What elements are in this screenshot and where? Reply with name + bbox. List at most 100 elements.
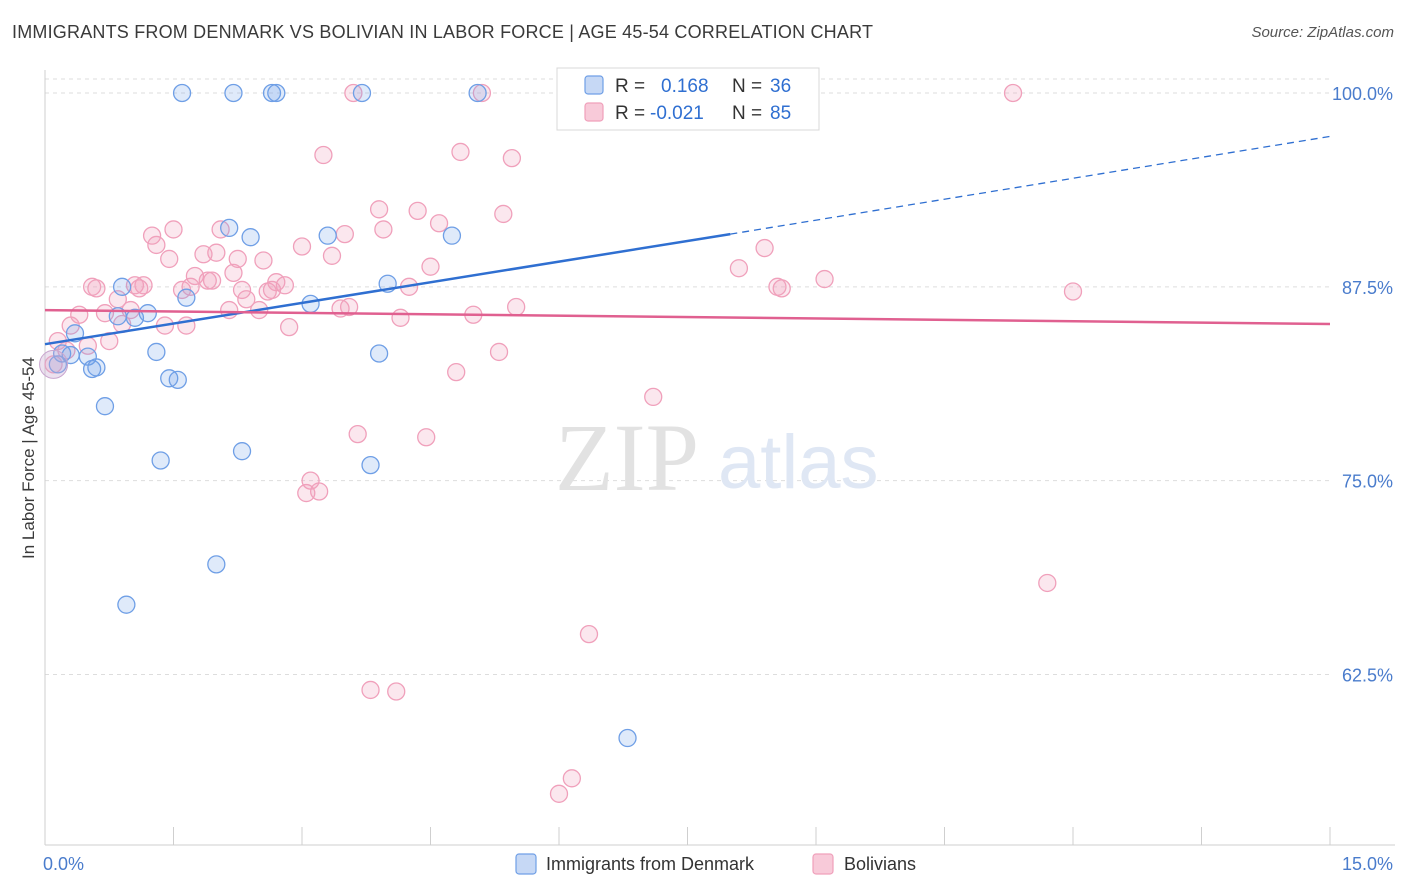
legend-swatch-pink	[584, 102, 604, 122]
series-legend-swatch-denmark	[515, 853, 537, 875]
legend-n-value: 85	[770, 103, 791, 124]
point-bolivians	[579, 624, 599, 644]
point-bolivians	[279, 317, 299, 337]
legend-n-label: N =	[732, 103, 762, 124]
legend-r-value: 0.168	[661, 76, 709, 97]
y-tick-label: 75.0%	[1342, 472, 1393, 492]
point-bolivians	[494, 204, 513, 224]
point-bolivians	[207, 243, 226, 262]
point-bolivians	[408, 201, 427, 220]
legend-n-value: 36	[770, 76, 791, 97]
point-denmark	[147, 342, 166, 362]
point-bolivians	[507, 297, 526, 317]
point-bolivians	[549, 784, 569, 803]
point-bolivians	[1038, 573, 1057, 593]
watermark-zip: ZIP	[555, 404, 699, 511]
legend-r-value: -0.021	[650, 103, 704, 124]
point-bolivians	[374, 220, 393, 239]
point-bolivians	[387, 682, 406, 701]
point-denmark	[151, 451, 170, 470]
watermark: ZIP atlas	[555, 404, 879, 511]
trend-lines	[44, 135, 1331, 346]
point-bolivians	[447, 362, 466, 382]
point-bolivians	[361, 680, 380, 700]
point-denmark	[117, 595, 136, 614]
point-bolivians	[1063, 282, 1083, 301]
point-bolivians	[322, 246, 342, 265]
point-denmark	[618, 728, 637, 748]
point-bolivians	[314, 145, 333, 165]
watermark-atlas: atlas	[718, 420, 879, 505]
point-bolivians	[644, 387, 663, 407]
series-legend-bolivians: Bolivians	[844, 854, 916, 874]
point-bolivians	[228, 249, 247, 269]
y-axis-label: In Labor Force | Age 45-54	[19, 357, 38, 559]
point-bolivians	[147, 235, 166, 255]
point-bolivians	[275, 276, 295, 295]
point-denmark	[301, 294, 320, 314]
point-bolivians	[224, 263, 243, 283]
point-bolivians	[309, 482, 329, 501]
series-legend: Immigrants from Denmark Bolivians	[515, 853, 916, 875]
point-bolivians	[489, 342, 509, 362]
point-bolivians	[772, 279, 791, 298]
point-denmark	[112, 277, 132, 296]
point-denmark	[352, 83, 372, 103]
point-bolivians	[335, 224, 354, 244]
point-denmark	[318, 226, 337, 245]
point-denmark	[262, 83, 282, 103]
point-bolivians	[164, 220, 183, 239]
point-bolivians	[421, 257, 440, 276]
tick-labels: 62.5% 75.0% 87.5% 100.0% 0.0% 15.0%	[43, 84, 1393, 874]
point-denmark	[48, 355, 67, 374]
point-cluster	[39, 349, 69, 379]
axes	[44, 70, 1395, 846]
point-bolivians	[142, 226, 162, 245]
point-bolivians	[429, 214, 449, 233]
point-bolivians	[237, 290, 256, 309]
point-bolivians	[232, 280, 252, 300]
point-denmark	[207, 555, 226, 574]
trend-line-bolivians	[44, 308, 1331, 326]
point-bolivians	[391, 308, 410, 327]
point-bolivians	[451, 142, 470, 162]
chart-title: IMMIGRANTS FROM DENMARK VS BOLIVIAN IN L…	[12, 22, 874, 42]
stats-legend: R = 0.168 N = 36 R = -0.021 N = 85	[556, 67, 820, 131]
point-denmark	[87, 358, 106, 377]
point-bolivians	[1003, 83, 1023, 103]
trend-line-denmark-projection	[730, 135, 1331, 235]
trend-line-denmark	[44, 232, 731, 346]
point-bolivians	[502, 148, 522, 168]
point-bolivians	[134, 276, 153, 295]
point-bolivians	[198, 271, 217, 290]
point-bolivians	[729, 259, 749, 278]
point-denmark	[361, 455, 380, 475]
point-denmark	[177, 288, 196, 307]
point-bolivians	[254, 251, 273, 270]
legend-n-label: N =	[732, 76, 762, 97]
point-bolivians	[369, 200, 389, 219]
point-denmark	[468, 83, 487, 103]
y-tick-label: 100.0%	[1332, 84, 1393, 104]
point-denmark	[241, 228, 260, 247]
point-bolivians	[339, 297, 359, 317]
point-denmark	[95, 397, 115, 416]
legend-swatch-blue	[584, 75, 604, 95]
point-bolivians	[87, 279, 106, 298]
x-tick-label: 0.0%	[43, 854, 84, 874]
point-denmark	[172, 83, 192, 103]
series-legend-swatch-bolivians	[812, 853, 834, 875]
point-bolivians	[348, 424, 367, 444]
legend-r-label: R =	[615, 103, 645, 124]
legend-r-label: R =	[615, 76, 645, 97]
point-denmark	[442, 226, 462, 245]
point-denmark	[138, 304, 157, 323]
point-denmark	[267, 83, 286, 103]
point-bolivians	[181, 277, 200, 296]
point-bolivians	[160, 249, 179, 269]
y-tick-label: 87.5%	[1342, 278, 1393, 298]
series-legend-denmark: Immigrants from Denmark	[546, 854, 755, 874]
y-tick-label: 62.5%	[1342, 665, 1393, 685]
point-bolivians	[70, 305, 89, 324]
